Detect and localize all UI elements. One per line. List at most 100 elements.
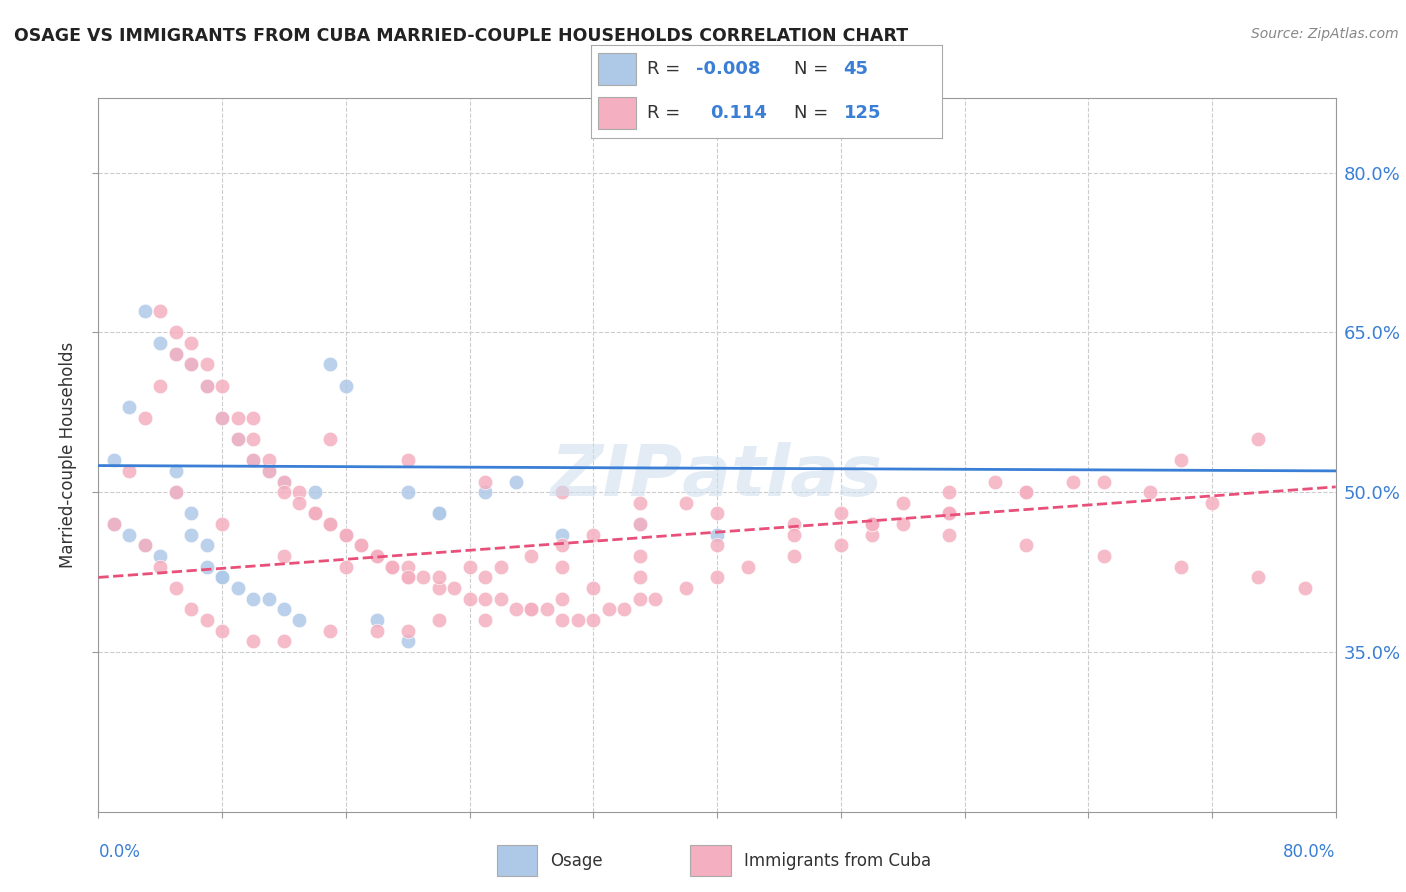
Point [165, 581, 187, 595]
Point [520, 602, 543, 616]
Point [273, 602, 295, 616]
Point [180, 528, 202, 542]
Point [211, 570, 233, 584]
Bar [496, 846, 537, 876]
Point [211, 378, 233, 392]
Point [474, 475, 496, 489]
Point [551, 613, 574, 627]
Point [860, 517, 883, 532]
Point [783, 528, 806, 542]
Point [1201, 496, 1223, 510]
Point [427, 613, 450, 627]
Point [396, 485, 419, 500]
Point [1294, 581, 1316, 595]
Text: Osage: Osage [551, 852, 603, 870]
Point [242, 453, 264, 467]
Y-axis label: Married-couple Households: Married-couple Households [59, 342, 77, 568]
Point [195, 358, 218, 372]
Point [257, 464, 280, 478]
Point [474, 570, 496, 584]
Point [628, 517, 651, 532]
Bar [598, 97, 636, 129]
Point [628, 570, 651, 584]
Point [396, 624, 419, 638]
Point [226, 432, 249, 446]
Point [335, 559, 357, 574]
Text: N =: N = [794, 104, 834, 122]
Text: OSAGE VS IMMIGRANTS FROM CUBA MARRIED-COUPLE HOUSEHOLDS CORRELATION CHART: OSAGE VS IMMIGRANTS FROM CUBA MARRIED-CO… [14, 27, 908, 45]
Point [474, 591, 496, 606]
Point [366, 613, 388, 627]
Point [211, 410, 233, 425]
Point [304, 485, 326, 500]
Point [706, 538, 728, 552]
Point [257, 453, 280, 467]
Point [396, 559, 419, 574]
Point [319, 517, 342, 532]
Point [551, 559, 574, 574]
Point [366, 624, 388, 638]
Point [242, 591, 264, 606]
Point [242, 432, 264, 446]
Point [149, 378, 172, 392]
Point [304, 507, 326, 521]
Point [891, 517, 914, 532]
Point [567, 613, 589, 627]
Bar [598, 53, 636, 85]
Point [350, 538, 373, 552]
Point [304, 507, 326, 521]
Point [335, 528, 357, 542]
Point [396, 634, 419, 648]
Point [644, 591, 666, 606]
Point [149, 559, 172, 574]
Point [165, 464, 187, 478]
Point [706, 507, 728, 521]
Point [628, 591, 651, 606]
Text: N =: N = [794, 60, 834, 78]
Point [551, 538, 574, 552]
Point [118, 400, 141, 414]
Point [1092, 549, 1115, 563]
Point [226, 410, 249, 425]
Point [103, 453, 125, 467]
Point [783, 517, 806, 532]
Point [474, 485, 496, 500]
Point [273, 634, 295, 648]
Point [335, 528, 357, 542]
Point [288, 496, 311, 510]
Point [1139, 485, 1161, 500]
Point [938, 507, 960, 521]
Point [350, 538, 373, 552]
Point [489, 591, 512, 606]
Point [628, 496, 651, 510]
Point [319, 624, 342, 638]
Text: R =: R = [647, 60, 686, 78]
Point [335, 378, 357, 392]
Text: 45: 45 [844, 60, 869, 78]
Point [582, 581, 605, 595]
Point [273, 475, 295, 489]
Point [582, 613, 605, 627]
Point [1247, 570, 1270, 584]
Point [195, 559, 218, 574]
Point [335, 528, 357, 542]
Point [211, 410, 233, 425]
Point [1062, 475, 1084, 489]
Point [195, 378, 218, 392]
Text: 125: 125 [844, 104, 882, 122]
Point [551, 591, 574, 606]
Point [165, 485, 187, 500]
Point [598, 602, 620, 616]
Text: 0.0%: 0.0% [98, 843, 141, 861]
Text: 80.0%: 80.0% [1284, 843, 1336, 861]
Point [273, 475, 295, 489]
Point [613, 602, 636, 616]
Point [180, 336, 202, 351]
Point [103, 517, 125, 532]
Text: 0.114: 0.114 [710, 104, 766, 122]
Point [180, 358, 202, 372]
Point [165, 347, 187, 361]
Point [242, 453, 264, 467]
Point [520, 602, 543, 616]
Point [118, 528, 141, 542]
